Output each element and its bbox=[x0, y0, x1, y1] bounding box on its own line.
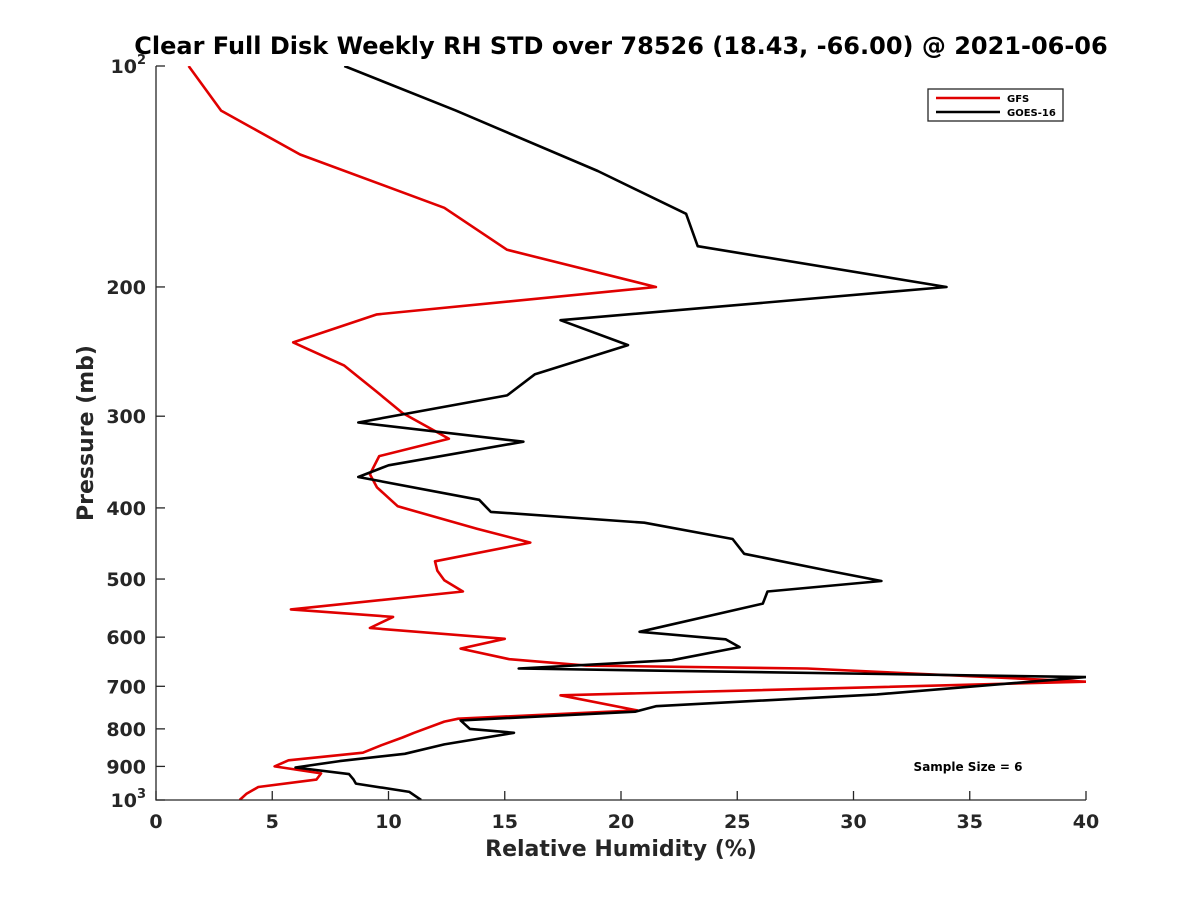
legend: GFS GOES-16 bbox=[927, 88, 1064, 122]
x-axis-label: Relative Humidity (%) bbox=[485, 837, 757, 862]
x-tick-label: 0 bbox=[149, 811, 162, 833]
chart-title: Clear Full Disk Weekly RH STD over 78526… bbox=[134, 32, 1107, 60]
x-tick-label: 40 bbox=[1073, 811, 1099, 833]
y-tick-label: 700 bbox=[106, 676, 146, 698]
sample-size-annotation: Sample Size = 6 bbox=[914, 760, 1023, 774]
y-axis: 102 200 300 400 500 600 700 800 900 103 bbox=[106, 53, 165, 812]
x-tick-label: 20 bbox=[608, 811, 634, 833]
x-axis: 0 5 10 15 20 25 30 35 40 bbox=[149, 791, 1099, 833]
y-tick-label: 200 bbox=[106, 277, 146, 299]
series-layer bbox=[187, 66, 1086, 800]
y-tick-label: 800 bbox=[106, 719, 146, 741]
y-tick-label: 300 bbox=[106, 406, 146, 428]
y-tick-label: 600 bbox=[106, 627, 146, 649]
y-tick-label: 500 bbox=[106, 569, 146, 591]
y-tick-label: 400 bbox=[106, 498, 146, 520]
x-tick-label: 10 bbox=[375, 811, 401, 833]
x-tick-label: 30 bbox=[840, 811, 866, 833]
y-tick-label: 102 bbox=[111, 53, 147, 78]
y-tick-label: 900 bbox=[106, 756, 146, 778]
series-line-gfs bbox=[187, 66, 1086, 800]
legend-label: GFS bbox=[1007, 94, 1029, 105]
y-tick-label: 103 bbox=[111, 787, 147, 812]
legend-label: GOES-16 bbox=[1007, 108, 1056, 119]
series-line-goes-16 bbox=[294, 66, 1086, 800]
x-tick-label: 5 bbox=[266, 811, 279, 833]
x-tick-label: 35 bbox=[957, 811, 983, 833]
y-axis-label: Pressure (mb) bbox=[74, 345, 99, 521]
x-tick-label: 25 bbox=[724, 811, 750, 833]
legend-box bbox=[927, 88, 1064, 122]
x-tick-label: 15 bbox=[492, 811, 518, 833]
